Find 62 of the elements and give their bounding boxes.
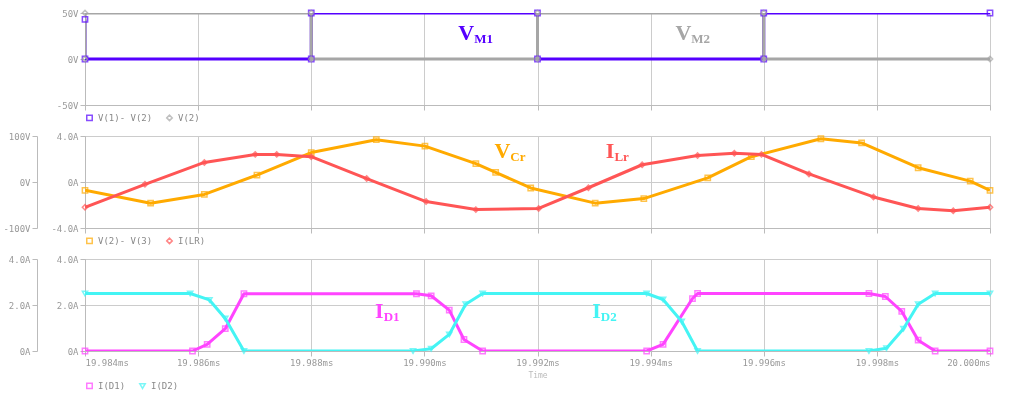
- y2-tick-label: -4.0A: [51, 223, 80, 234]
- x-tick-label: 19.998ms: [855, 357, 900, 368]
- y-tick-label: 4.0A: [8, 254, 32, 265]
- point: [535, 205, 543, 212]
- point: [200, 191, 208, 198]
- point: [694, 152, 701, 159]
- legend-label: I(LR): [178, 235, 206, 246]
- point: [966, 177, 974, 185]
- point: [585, 184, 592, 192]
- point: [986, 203, 994, 211]
- point: [363, 175, 371, 182]
- point: [591, 199, 599, 207]
- point: [422, 198, 430, 205]
- y-tick-label: 2.0A: [8, 300, 32, 311]
- y-tick-label: 0A: [19, 346, 32, 357]
- point: [805, 170, 813, 178]
- point: [253, 171, 261, 179]
- point: [986, 9, 994, 17]
- point: [914, 164, 922, 172]
- point: [307, 149, 315, 156]
- point: [704, 174, 712, 182]
- x-tick-label: 19.988ms: [290, 357, 334, 368]
- x-tick-label: 19.996ms: [742, 357, 786, 368]
- y-tick-label: 0V: [67, 54, 80, 65]
- point: [986, 55, 994, 63]
- y-tick-label: -50V: [56, 100, 80, 111]
- point: [81, 186, 89, 194]
- point: [200, 159, 208, 166]
- point: [914, 205, 922, 212]
- x-tick-label: 19.986ms: [176, 357, 221, 368]
- point: [527, 184, 535, 192]
- point: [638, 161, 646, 169]
- point: [141, 180, 149, 188]
- y-tick-label: 50V: [62, 8, 80, 19]
- point: [870, 193, 877, 201]
- y-tick-label: -100V: [3, 223, 32, 234]
- y-tick-label: 100V: [8, 131, 32, 142]
- point: [81, 203, 89, 211]
- x-tick-label: 19.984ms: [85, 357, 129, 368]
- legend-label: V(1)- V(2): [98, 112, 153, 123]
- x-tick-label: 19.994ms: [629, 357, 673, 368]
- point: [147, 199, 155, 207]
- point: [421, 142, 429, 150]
- legend-label: V(2): [178, 112, 200, 123]
- point: [858, 139, 865, 147]
- x-tick-label: 20.000ms: [947, 357, 991, 368]
- y-tick-label: 0V: [19, 177, 32, 188]
- x-tick-label: 19.990ms: [403, 357, 447, 368]
- point: [251, 151, 259, 158]
- point: [273, 151, 281, 158]
- legend-label: I(D2): [151, 381, 179, 392]
- x-tick-label: 19.992ms: [516, 357, 560, 368]
- point: [492, 168, 500, 176]
- point: [372, 136, 380, 144]
- point: [817, 135, 825, 143]
- legend-label: I(D1): [98, 380, 126, 391]
- point: [472, 160, 480, 167]
- point: [640, 195, 648, 202]
- point: [758, 151, 765, 158]
- point: [986, 186, 994, 194]
- x-axis-title: Time: [528, 370, 548, 380]
- legend-label: V(2)- V(3): [98, 235, 153, 246]
